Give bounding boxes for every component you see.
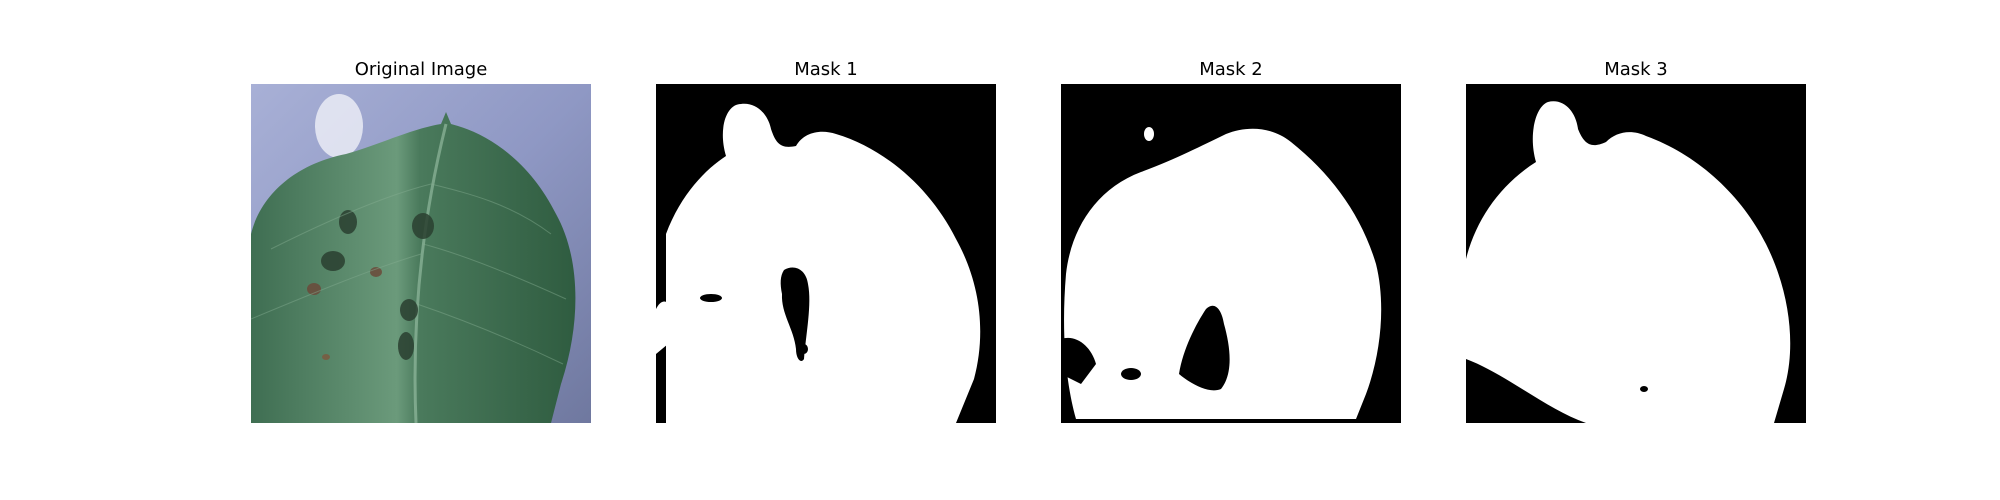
mask-3-panel: Mask 3 xyxy=(1466,0,1806,500)
mask-2-panel: Mask 2 xyxy=(1061,0,1401,500)
mask-3-title: Mask 3 xyxy=(1604,59,1668,80)
original-image-title: Original Image xyxy=(354,59,488,80)
original-leaf-image xyxy=(251,84,591,423)
leaf-shape xyxy=(251,112,576,423)
bright-spot xyxy=(315,94,363,158)
original-image-panel: Original Image xyxy=(251,0,591,500)
mask-1-title: Mask 1 xyxy=(794,59,858,80)
mask-1-image xyxy=(656,84,996,423)
mask-1-panel: Mask 1 xyxy=(656,0,996,500)
mask-3-image xyxy=(1466,84,1806,423)
mask-2-title: Mask 2 xyxy=(1199,59,1263,80)
mask-2-image xyxy=(1061,84,1401,423)
leaf-spots xyxy=(307,210,434,360)
